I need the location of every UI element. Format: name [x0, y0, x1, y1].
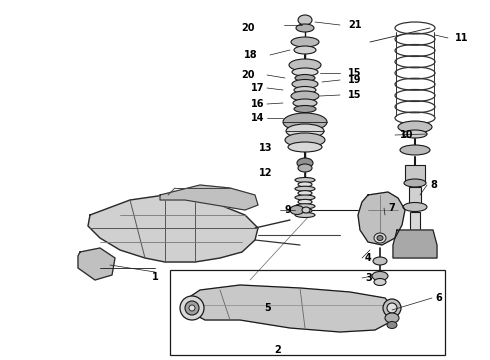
- Ellipse shape: [387, 303, 397, 313]
- Ellipse shape: [293, 99, 317, 107]
- Text: 18: 18: [245, 50, 258, 60]
- Ellipse shape: [374, 279, 386, 285]
- Text: 7: 7: [388, 203, 395, 213]
- Bar: [170, 270, 445, 355]
- Ellipse shape: [294, 46, 316, 54]
- Ellipse shape: [185, 301, 199, 315]
- Text: 13: 13: [259, 143, 272, 153]
- Ellipse shape: [298, 199, 312, 204]
- Text: 20: 20: [242, 70, 255, 80]
- Ellipse shape: [295, 195, 315, 200]
- Ellipse shape: [291, 91, 319, 101]
- Text: 10: 10: [400, 130, 414, 140]
- Ellipse shape: [295, 212, 315, 217]
- Text: 1: 1: [151, 272, 158, 282]
- Ellipse shape: [302, 207, 310, 213]
- Polygon shape: [160, 185, 258, 210]
- Text: 2: 2: [274, 345, 281, 355]
- Ellipse shape: [292, 68, 318, 76]
- Ellipse shape: [373, 257, 387, 265]
- Ellipse shape: [289, 59, 321, 71]
- Polygon shape: [88, 195, 258, 262]
- Ellipse shape: [294, 105, 316, 112]
- Ellipse shape: [290, 206, 304, 215]
- Text: 16: 16: [250, 99, 264, 109]
- Ellipse shape: [298, 208, 312, 213]
- Ellipse shape: [291, 37, 319, 47]
- Ellipse shape: [298, 182, 312, 187]
- Ellipse shape: [403, 202, 427, 211]
- Bar: [410, 212, 420, 232]
- Ellipse shape: [285, 133, 325, 147]
- Polygon shape: [185, 285, 395, 332]
- Text: 14: 14: [250, 113, 264, 123]
- Text: 15: 15: [348, 90, 362, 100]
- Ellipse shape: [297, 158, 313, 168]
- Text: 21: 21: [348, 20, 362, 30]
- Ellipse shape: [387, 321, 397, 328]
- Ellipse shape: [296, 24, 314, 32]
- Text: 17: 17: [250, 83, 264, 93]
- Ellipse shape: [295, 204, 315, 209]
- Ellipse shape: [298, 191, 312, 195]
- Text: 11: 11: [455, 33, 468, 43]
- Ellipse shape: [286, 124, 324, 138]
- Ellipse shape: [372, 271, 388, 280]
- Text: 15: 15: [348, 68, 362, 78]
- Text: 5: 5: [265, 303, 271, 313]
- Ellipse shape: [298, 164, 312, 172]
- Text: 9: 9: [284, 205, 291, 215]
- Ellipse shape: [374, 233, 386, 243]
- Ellipse shape: [283, 113, 327, 131]
- Text: 20: 20: [242, 23, 255, 33]
- Ellipse shape: [377, 235, 383, 240]
- Ellipse shape: [398, 121, 432, 133]
- Ellipse shape: [288, 142, 322, 152]
- Text: 3: 3: [365, 273, 372, 283]
- Polygon shape: [78, 248, 115, 280]
- Ellipse shape: [403, 130, 427, 138]
- Text: 6: 6: [435, 293, 442, 303]
- Text: 12: 12: [259, 168, 272, 178]
- Text: 19: 19: [348, 75, 362, 85]
- Bar: [405, 165, 425, 183]
- Bar: [409, 187, 421, 207]
- Polygon shape: [393, 230, 437, 258]
- Ellipse shape: [295, 75, 315, 81]
- Ellipse shape: [180, 296, 204, 320]
- Ellipse shape: [298, 15, 312, 25]
- Text: 4: 4: [365, 253, 372, 263]
- Text: 8: 8: [430, 180, 437, 190]
- Ellipse shape: [383, 299, 401, 317]
- Polygon shape: [358, 192, 405, 245]
- Ellipse shape: [404, 179, 426, 187]
- Ellipse shape: [385, 313, 399, 323]
- Ellipse shape: [400, 145, 430, 155]
- Ellipse shape: [295, 177, 315, 183]
- Ellipse shape: [295, 186, 315, 191]
- Ellipse shape: [189, 305, 195, 311]
- Ellipse shape: [294, 86, 316, 94]
- Ellipse shape: [292, 80, 318, 89]
